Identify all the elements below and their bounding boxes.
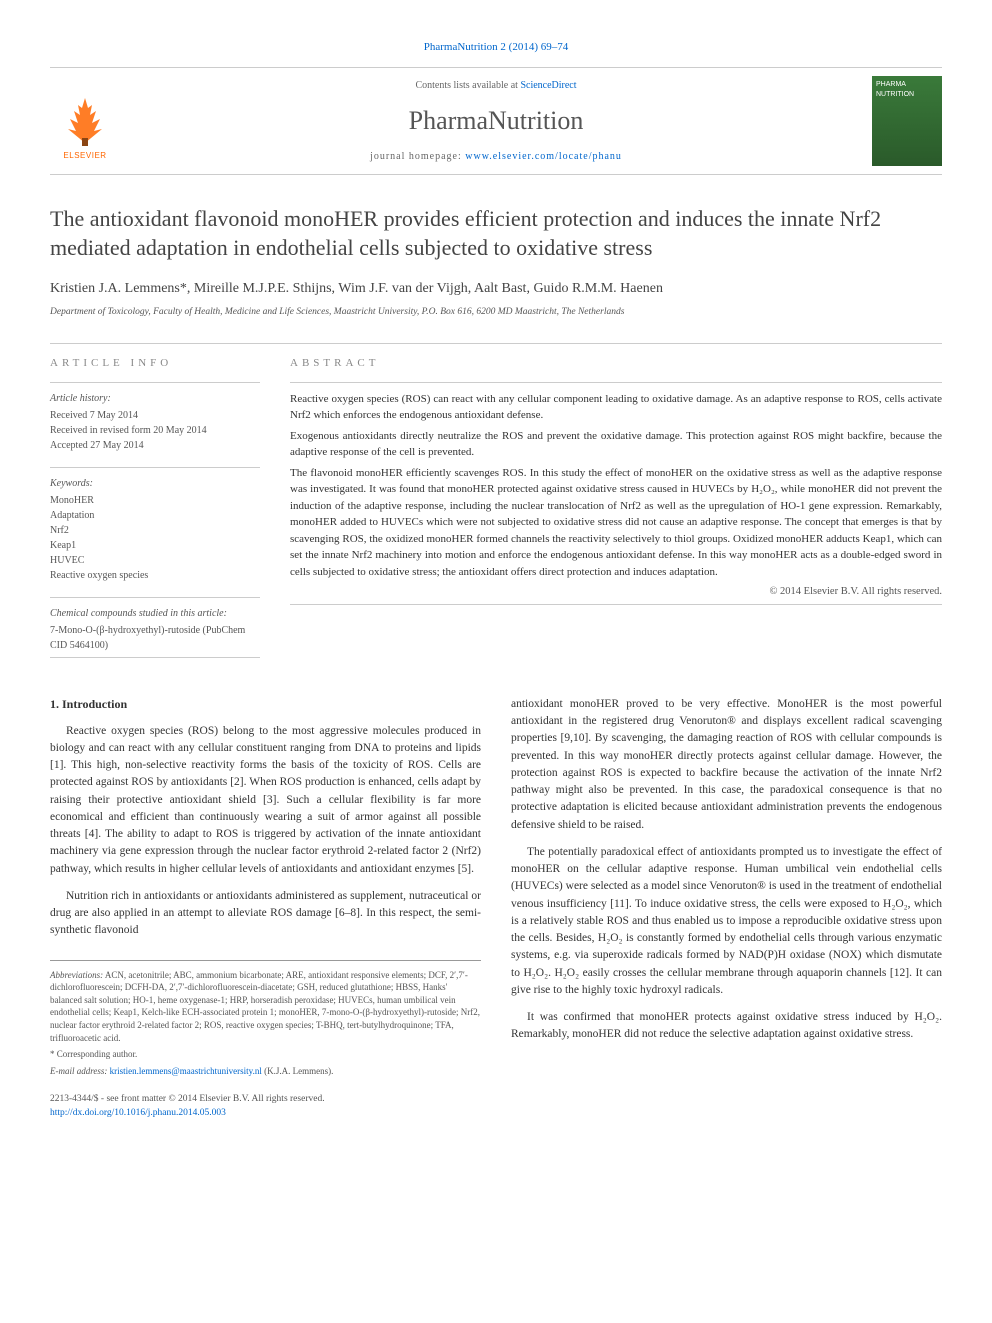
compounds-text: 7-Mono-O-(β-hydroxyethyl)-rutoside (PubC… xyxy=(50,623,260,653)
para-text: It was confirmed that monoHER protects a… xyxy=(511,1011,942,1040)
body-para: It was confirmed that monoHER protects a… xyxy=(511,1009,942,1044)
elsevier-logo: ELSEVIER xyxy=(50,81,120,161)
body-para: Nutrition rich in antioxidants or antiox… xyxy=(50,888,481,940)
journal-name: PharmaNutrition xyxy=(120,103,872,139)
abstract-para: Reactive oxygen species (ROS) can react … xyxy=(290,391,942,424)
sciencedirect-link[interactable]: ScienceDirect xyxy=(520,80,576,91)
authors-text: Kristien J.A. Lemmens*, Mireille M.J.P.E… xyxy=(50,281,663,296)
email-footnote: E-mail address: kristien.lemmens@maastri… xyxy=(50,1065,481,1078)
keyword: Adaptation xyxy=(50,508,260,523)
header-center: Contents lists available at ScienceDirec… xyxy=(120,79,872,163)
homepage-prefix: journal homepage: xyxy=(370,151,465,162)
history-line: Received in revised form 20 May 2014 xyxy=(50,423,260,438)
abstract-para: The flavonoid monoHER efficiently scaven… xyxy=(290,465,942,581)
info-abstract-row: ARTICLE INFO Article history: Received 7… xyxy=(50,343,942,671)
header-bar: ELSEVIER Contents lists available at Sci… xyxy=(50,67,942,175)
para-text: The potentially paradoxical effect of an… xyxy=(511,846,942,996)
homepage-line: journal homepage: www.elsevier.com/locat… xyxy=(120,150,872,164)
keyword: Nrf2 xyxy=(50,523,260,538)
keyword: MonoHER xyxy=(50,493,260,508)
contents-prefix: Contents lists available at xyxy=(415,80,520,91)
body-columns: 1. Introduction Reactive oxygen species … xyxy=(50,696,942,1120)
abstract-para: Exogenous antioxidants directly neutrali… xyxy=(290,428,942,461)
footnotes-block: Abbreviations: ACN, acetonitrile; ABC, a… xyxy=(50,960,481,1078)
journal-cover-thumb: PHARMA NUTRITION xyxy=(872,76,942,166)
left-column: 1. Introduction Reactive oxygen species … xyxy=(50,696,481,1120)
abstract-text: Reactive oxygen species (ROS) can react … xyxy=(290,382,942,605)
abstract-rule xyxy=(290,604,942,605)
journal-citation-link[interactable]: PharmaNutrition 2 (2014) 69–74 xyxy=(50,40,942,55)
para-text: Reactive oxygen species (ROS) belong to … xyxy=(50,725,481,875)
keywords-block: Keywords: MonoHER Adaptation Nrf2 Keap1 … xyxy=(50,467,260,583)
abbrev-text: ACN, acetonitrile; ABC, ammonium bicarbo… xyxy=(50,970,480,1043)
info-rule xyxy=(50,657,260,658)
article-title: The antioxidant flavonoid monoHER provid… xyxy=(50,205,942,262)
keywords-title: Keywords: xyxy=(50,476,260,491)
article-history-title: Article history: xyxy=(50,391,260,406)
keyword: Reactive oxygen species xyxy=(50,568,260,583)
corresponding-author-footnote: * Corresponding author. xyxy=(50,1048,481,1061)
abbrev-label: Abbreviations: xyxy=(50,970,103,980)
email-link[interactable]: kristien.lemmens@maastrichtuniversity.nl xyxy=(110,1066,262,1076)
body-para: Reactive oxygen species (ROS) belong to … xyxy=(50,723,481,878)
footer-block: 2213-4344/$ - see front matter © 2014 El… xyxy=(50,1093,481,1120)
abstract-label: ABSTRACT xyxy=(290,356,942,371)
abstract-column: ABSTRACT Reactive oxygen species (ROS) c… xyxy=(290,356,942,671)
email-label: E-mail address: xyxy=(50,1066,110,1076)
article-info-label: ARTICLE INFO xyxy=(50,356,260,371)
article-info-column: ARTICLE INFO Article history: Received 7… xyxy=(50,356,260,671)
contents-line: Contents lists available at ScienceDirec… xyxy=(120,79,872,93)
history-line: Received 7 May 2014 xyxy=(50,408,260,423)
elsevier-tree-icon xyxy=(60,93,110,148)
email-suffix: (K.J.A. Lemmens). xyxy=(262,1066,334,1076)
issn-line: 2213-4344/$ - see front matter © 2014 El… xyxy=(50,1093,481,1106)
cover-label: PHARMA NUTRITION xyxy=(876,80,938,100)
elsevier-label: ELSEVIER xyxy=(63,150,106,161)
page-root: PharmaNutrition 2 (2014) 69–74 ELSEVIER … xyxy=(0,0,992,1160)
intro-heading: 1. Introduction xyxy=(50,696,481,713)
right-column: antioxidant monoHER proved to be very ef… xyxy=(511,696,942,1120)
affiliation: Department of Toxicology, Faculty of Hea… xyxy=(50,306,942,319)
doi-link[interactable]: http://dx.doi.org/10.1016/j.phanu.2014.0… xyxy=(50,1108,226,1118)
keyword: HUVEC xyxy=(50,553,260,568)
body-para: antioxidant monoHER proved to be very ef… xyxy=(511,696,942,834)
article-history-block: Article history: Received 7 May 2014 Rec… xyxy=(50,382,260,453)
abstract-copyright: © 2014 Elsevier B.V. All rights reserved… xyxy=(290,584,942,600)
history-line: Accepted 27 May 2014 xyxy=(50,438,260,453)
authors-line: Kristien J.A. Lemmens*, Mireille M.J.P.E… xyxy=(50,279,942,299)
compounds-block: Chemical compounds studied in this artic… xyxy=(50,597,260,658)
homepage-link[interactable]: www.elsevier.com/locate/phanu xyxy=(465,151,622,162)
para-text: Nutrition rich in antioxidants or antiox… xyxy=(50,890,481,937)
para-text: antioxidant monoHER proved to be very ef… xyxy=(511,698,942,831)
body-para: The potentially paradoxical effect of an… xyxy=(511,844,942,999)
keyword: Keap1 xyxy=(50,538,260,553)
abbreviations-footnote: Abbreviations: ACN, acetonitrile; ABC, a… xyxy=(50,969,481,1045)
compounds-title: Chemical compounds studied in this artic… xyxy=(50,606,260,621)
